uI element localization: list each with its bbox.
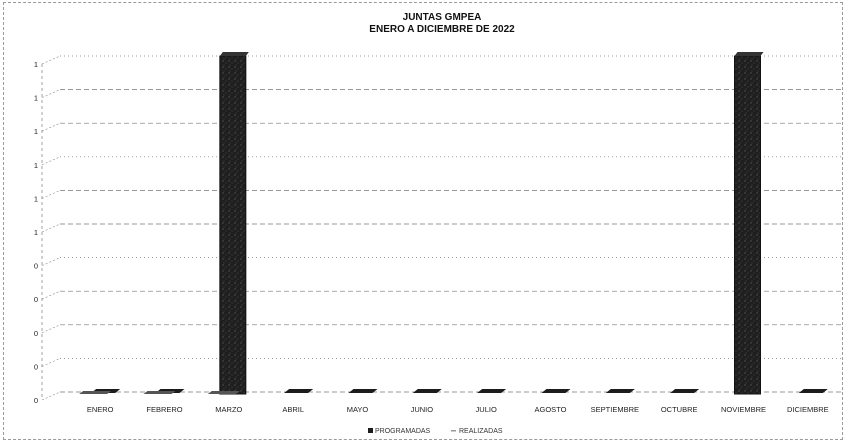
y-tick-label: 1 [34,228,38,237]
chart-frame [3,2,843,440]
bar-programadas [412,389,442,393]
x-category-label: NOVIEMBRE [721,405,766,414]
gridline-depth [41,156,61,166]
bar-realizadas [79,391,112,394]
gridline-depth [41,290,61,300]
x-category-label: FEBRERO [146,405,182,414]
gridline-depth [41,391,61,401]
x-category-label: ABRIL [282,405,304,414]
bar-programadas [605,389,635,393]
gridline-depth [41,122,61,132]
gridline-depth [41,190,61,199]
y-tick-label: 1 [34,127,38,136]
chart-title: JUNTAS GMPEA [403,12,482,23]
gridline-depth [41,89,61,98]
chart-subtitle: ENERO A DICIEMBRE DE 2022 [369,24,515,35]
bar-realizadas [207,391,240,394]
bar-top-programadas [219,52,249,56]
x-category-label: AGOSTO [535,405,567,414]
x-category-label: OCTUBRE [661,405,698,414]
y-tick-label: 1 [34,161,38,170]
bar-realizadas [143,391,176,394]
x-category-label: MAYO [347,405,369,414]
bar-programadas [284,389,314,393]
x-category-label: SEPTIEMBRE [591,405,639,414]
y-tick-label: 0 [34,262,38,271]
y-tick-label: 0 [34,362,38,371]
bar-programadas [477,389,507,393]
y-tick-label: 0 [34,295,38,304]
gridline-depth [41,358,61,367]
y-tick-label: 0 [34,396,38,405]
gridline-depth [41,324,61,334]
gridline-depth [41,223,61,233]
legend-label-programadas: PROGRAMADAS [375,428,431,435]
legend-label-realizadas: REALIZADAS [459,428,503,435]
x-category-label: JULIO [476,405,497,414]
x-category-label: JUNIO [411,405,434,414]
x-category-label: ENERO [87,405,114,414]
x-category-label: MARZO [215,405,242,414]
bar-programadas [734,55,761,395]
bar-top-programadas [734,52,764,56]
gridline-depth [41,257,61,266]
x-category-label: DICIEMBRE [787,405,829,414]
bar-programadas [670,389,700,393]
y-tick-label: 0 [34,329,38,338]
bar-programadas [219,55,247,395]
y-tick-label: 1 [34,94,38,103]
legend-swatch-programadas [368,428,373,433]
bar-programadas [798,389,828,393]
y-tick-label: 1 [34,194,38,203]
bar-programadas [541,389,571,393]
legend-swatch-realizadas [451,430,456,432]
bar-programadas [348,389,378,393]
gridline-depth [41,55,61,65]
y-tick-label: 1 [34,60,38,69]
